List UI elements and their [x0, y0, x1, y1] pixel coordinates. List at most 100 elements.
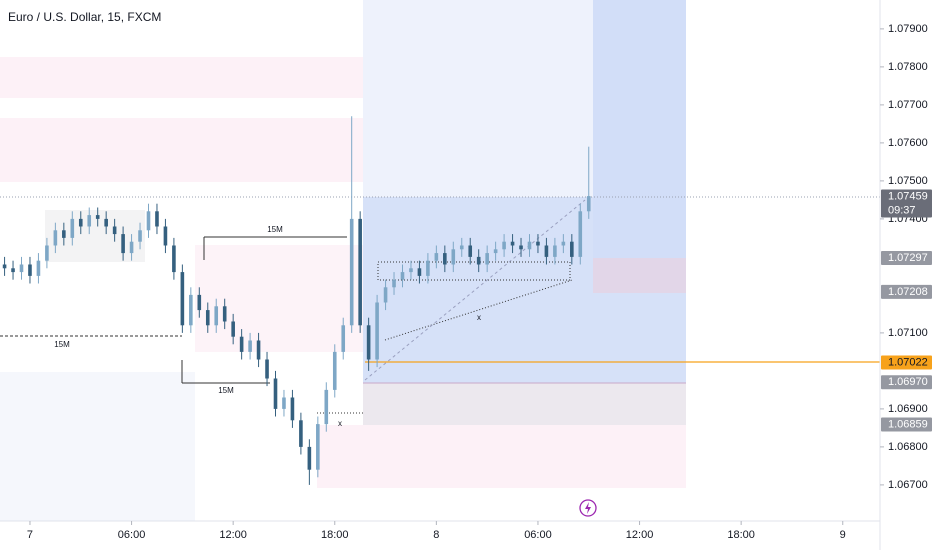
- candle-body: [53, 230, 58, 246]
- candle-body: [28, 264, 32, 276]
- y-tick-label: 1.06800: [888, 441, 928, 453]
- zone: [0, 372, 195, 521]
- target-zone: [363, 0, 593, 197]
- price-label: 1.07459: [888, 190, 928, 202]
- price-label: 1.07297: [888, 252, 928, 264]
- price-label-box: [881, 417, 932, 432]
- candle-body: [205, 310, 210, 326]
- y-tick-label: 1.07800: [888, 61, 928, 73]
- candle-body: [239, 336, 244, 352]
- annotation: x: [338, 419, 342, 428]
- candle-body: [468, 245, 473, 257]
- candle-body: [366, 325, 371, 360]
- candle-body: [493, 249, 498, 254]
- candle-body: [324, 389, 329, 425]
- candle-body: [2, 264, 7, 269]
- x-tick-label: 06:00: [118, 529, 146, 541]
- candle-body: [349, 218, 354, 326]
- price-label: 1.06859: [888, 418, 928, 430]
- candle-body: [104, 218, 108, 227]
- x-tick-label: 9: [840, 529, 846, 541]
- candle-body: [45, 245, 49, 261]
- x-tick-label: 12:00: [626, 529, 654, 541]
- candle-body: [451, 249, 456, 265]
- candle-body: [19, 264, 24, 273]
- candle-body: [553, 245, 557, 257]
- candle-body: [307, 446, 312, 470]
- candle-body: [256, 340, 261, 360]
- candle-body: [11, 268, 15, 273]
- target-zone: [593, 0, 686, 293]
- candle-body: [172, 245, 176, 273]
- candle-body: [586, 196, 591, 212]
- candle-body: [95, 215, 100, 219]
- candle-body: [485, 253, 489, 265]
- candle-body: [443, 253, 447, 265]
- y-tick-label: 1.07500: [888, 175, 928, 187]
- candle-body: [561, 241, 566, 246]
- y-tick-label: 1.07700: [888, 99, 928, 111]
- candle-body: [197, 294, 202, 311]
- candle-body: [383, 287, 388, 303]
- candle-body: [87, 215, 92, 227]
- candle-body: [341, 325, 346, 352]
- y-tick-label: 1.06900: [888, 403, 928, 415]
- zone: [0, 118, 363, 182]
- price-label: 1.07022: [888, 356, 928, 368]
- candle-body: [502, 241, 506, 250]
- x-tick-label: 18:00: [727, 529, 755, 541]
- candle-body: [273, 378, 278, 409]
- candle-body: [231, 321, 235, 337]
- candle-body: [519, 245, 523, 250]
- candle-body: [155, 211, 159, 227]
- candle-body: [62, 230, 66, 238]
- chart-title: Euro / U.S. Dollar, 15, FXCM: [8, 10, 161, 24]
- candle-body: [536, 241, 540, 246]
- x-tick-label: 18:00: [321, 529, 349, 541]
- candle-body: [527, 241, 532, 250]
- y-tick-label: 1.06700: [888, 479, 928, 491]
- zone: [45, 210, 145, 262]
- candle-body: [358, 218, 362, 326]
- annotation: 15M: [267, 225, 283, 234]
- candle-body: [510, 241, 515, 246]
- x-tick-label: 12:00: [219, 529, 247, 541]
- candle-body: [112, 226, 117, 235]
- price-label-box: [881, 355, 932, 370]
- candle-body: [434, 253, 439, 261]
- candle-body: [222, 306, 227, 322]
- candle-body: [409, 268, 413, 273]
- candle-body: [265, 359, 269, 379]
- candle-body: [189, 294, 193, 326]
- price-label-box: [881, 251, 932, 266]
- candle-body: [121, 234, 125, 254]
- candle-body: [375, 302, 379, 360]
- candle-body: [299, 420, 303, 447]
- candle-body: [290, 397, 295, 421]
- candle-body: [282, 397, 286, 409]
- price-label-box: [881, 189, 932, 218]
- trend-line: [364, 199, 586, 381]
- candle-body: [146, 211, 151, 231]
- y-tick-label: 1.07600: [888, 137, 928, 149]
- candle-body: [417, 268, 422, 276]
- price-label-box: [881, 375, 932, 390]
- price-label-box: [881, 284, 932, 299]
- candle-body: [392, 279, 396, 288]
- x-tick-label: 06:00: [524, 529, 552, 541]
- price-label: 1.06970: [888, 376, 928, 388]
- zone: [0, 57, 363, 98]
- candle-body: [400, 272, 405, 280]
- annotation: x: [477, 313, 481, 322]
- candle-body: [544, 245, 549, 257]
- stop-zone: [363, 383, 686, 425]
- candle-body: [214, 306, 219, 326]
- candle-body: [332, 351, 337, 390]
- price-label: 1.07208: [888, 286, 928, 298]
- candle-body: [248, 340, 252, 352]
- annotation: 15M: [218, 386, 234, 395]
- candle-body: [316, 424, 320, 470]
- zone: [195, 245, 363, 352]
- zone: [317, 425, 686, 488]
